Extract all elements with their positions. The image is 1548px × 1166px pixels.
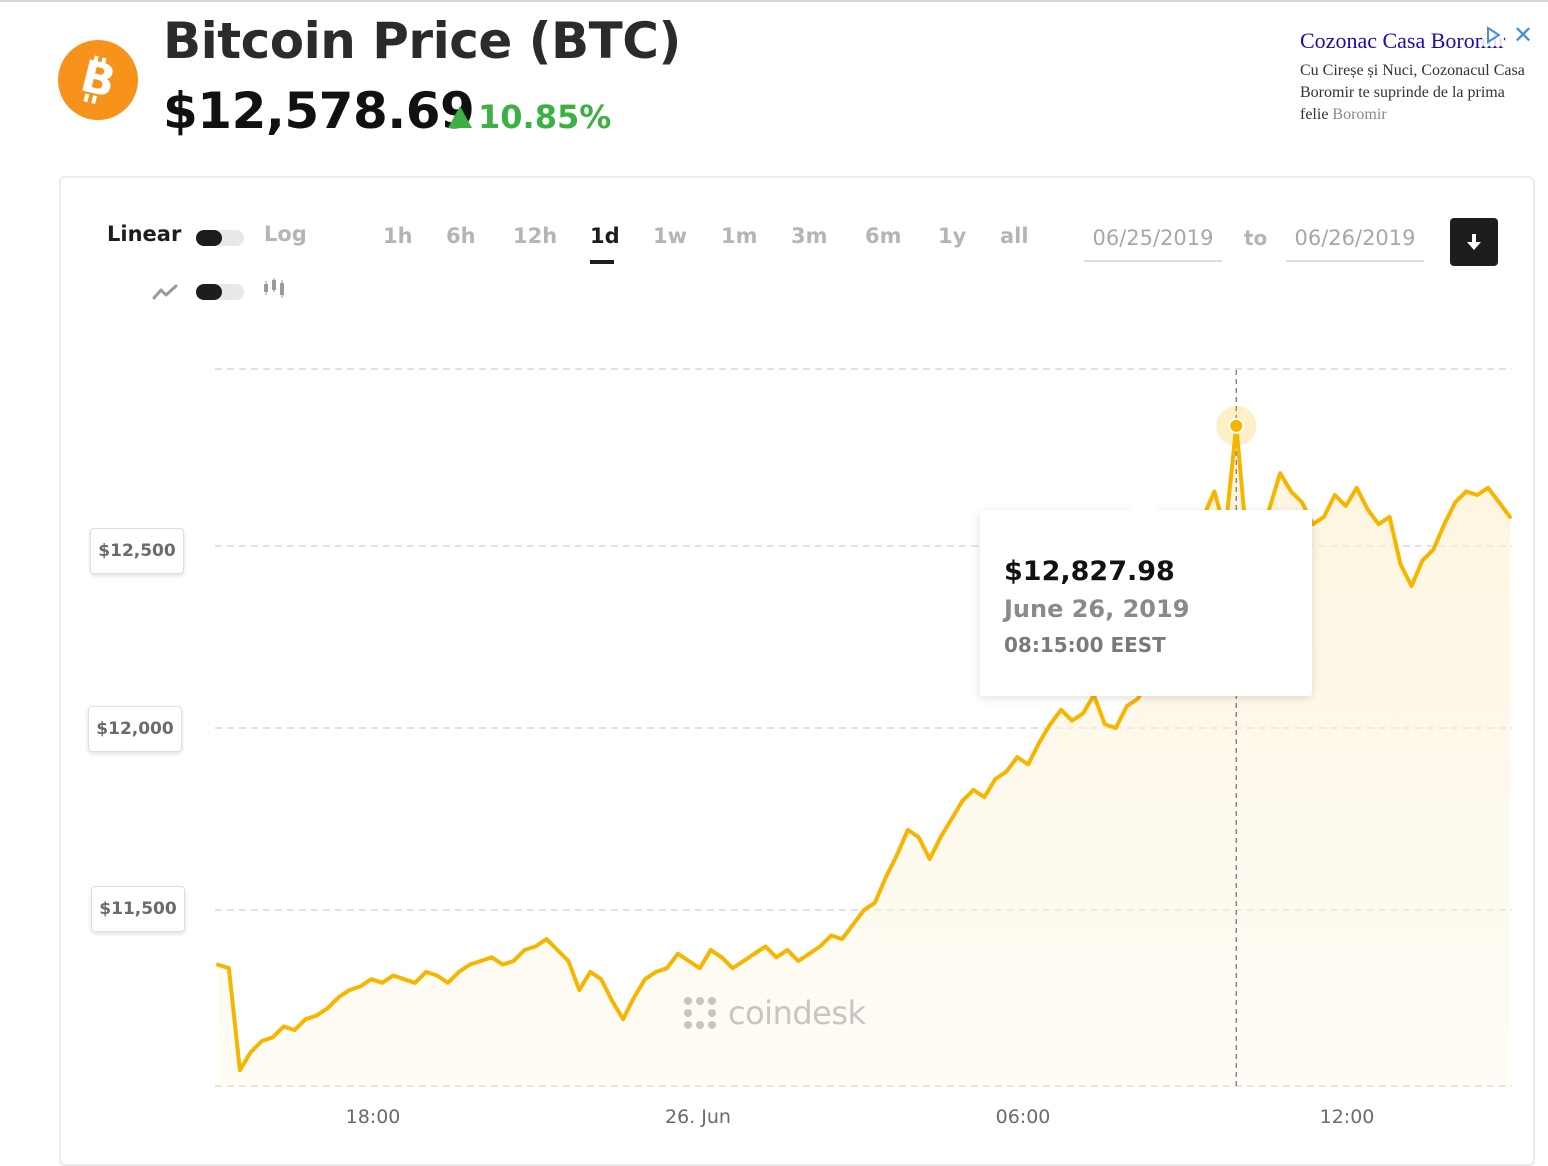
price-chart[interactable] xyxy=(0,0,1548,1140)
price-area xyxy=(218,425,1510,1086)
x-tick-label: 06:00 xyxy=(995,1106,1051,1128)
download-icon xyxy=(1467,234,1481,250)
price-change: 10.85% xyxy=(448,98,611,136)
range-3m[interactable]: 3m xyxy=(791,224,828,248)
hover-point xyxy=(1228,417,1245,434)
bitcoin-icon: B xyxy=(58,40,138,120)
line-chart-icon[interactable] xyxy=(152,282,178,302)
close-icon[interactable]: ✕ xyxy=(1512,21,1534,49)
scale-toggle[interactable] xyxy=(196,230,244,246)
scale-log-label[interactable]: Log xyxy=(264,222,307,246)
top-border xyxy=(0,0,1548,2)
ad-body-text: Cu Cireșe și Nuci, Cozonacul Casa Boromi… xyxy=(1300,62,1525,123)
x-tick-label: 18:00 xyxy=(345,1106,401,1128)
price-change-value: 10.85% xyxy=(478,98,612,136)
tooltip-date: June 26, 2019 xyxy=(1004,595,1190,623)
tooltip-price: $12,827.98 xyxy=(1004,556,1175,587)
range-6h[interactable]: 6h xyxy=(446,224,476,248)
download-button[interactable] xyxy=(1450,218,1498,266)
coindesk-logo-icon xyxy=(684,997,716,1029)
range-6m[interactable]: 6m xyxy=(865,224,902,248)
range-1h[interactable]: 1h xyxy=(383,224,413,248)
price-line xyxy=(216,423,1512,1073)
page-title: Bitcoin Price (BTC) xyxy=(163,12,681,70)
x-tick-label: 26. Jun xyxy=(665,1106,731,1128)
advertisement[interactable]: Cozonac Casa Boromir Cu Cireșe și Nuci, … xyxy=(1300,28,1540,138)
arrow-up-icon xyxy=(448,106,472,128)
range-1w[interactable]: 1w xyxy=(653,224,688,248)
y-tick-label: $12,000 xyxy=(88,706,182,752)
y-tick-label: $12,500 xyxy=(90,528,184,574)
ad-brand[interactable]: Boromir xyxy=(1332,106,1387,123)
coindesk-watermark: coindesk xyxy=(682,994,866,1032)
candlestick-icon[interactable] xyxy=(262,278,290,300)
date-to-label: to xyxy=(1244,226,1268,250)
date-from-input[interactable]: 06/25/2019 xyxy=(1084,222,1222,262)
ad-body: Cu Cireșe și Nuci, Cozonacul Casa Boromi… xyxy=(1300,60,1532,126)
range-1d[interactable]: 1d xyxy=(590,224,620,248)
scale-linear-label[interactable]: Linear xyxy=(107,222,182,246)
x-tick-label: 12:00 xyxy=(1319,1106,1375,1128)
y-tick-label: $11,500 xyxy=(91,886,185,932)
range-12h[interactable]: 12h xyxy=(513,224,558,248)
price-tooltip: $12,827.98 June 26, 2019 08:15:00 EEST xyxy=(980,496,1312,696)
range-all[interactable]: all xyxy=(1000,224,1029,248)
active-range-indicator xyxy=(590,260,614,264)
current-price: $12,578.69 xyxy=(163,82,475,140)
adchoices-icon[interactable] xyxy=(1482,24,1504,46)
range-1m[interactable]: 1m xyxy=(721,224,758,248)
chart-type-toggle[interactable] xyxy=(196,284,244,300)
tooltip-time: 08:15:00 EEST xyxy=(1004,633,1166,657)
ad-title[interactable]: Cozonac Casa Boromir xyxy=(1300,28,1506,53)
watermark-text: coindesk xyxy=(728,994,866,1032)
date-to-input[interactable]: 06/26/2019 xyxy=(1286,222,1424,262)
range-1y[interactable]: 1y xyxy=(938,224,967,248)
